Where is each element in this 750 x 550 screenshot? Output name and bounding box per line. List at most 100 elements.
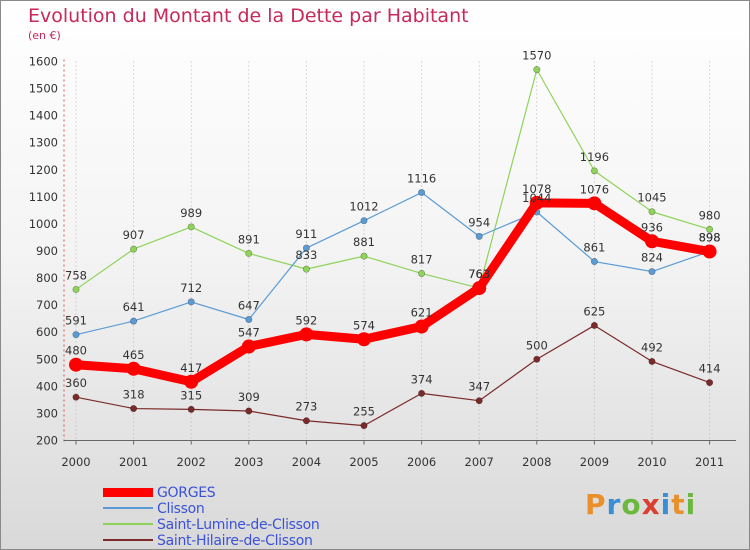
series-3-point (245, 249, 253, 257)
series-3-point (418, 269, 426, 277)
y-tick-label: 700 (36, 298, 58, 312)
series-4-data-label: 625 (583, 304, 605, 318)
legend-swatch (103, 539, 153, 541)
series-4-point (418, 389, 426, 397)
series-line-1 (71, 198, 715, 387)
y-tick-label: 200 (36, 434, 58, 448)
series-4-data-label: 360 (65, 376, 87, 390)
series-4-data-label: 500 (526, 338, 548, 352)
series-1-data-label: 574 (353, 318, 375, 332)
series-2-data-label: 641 (123, 300, 145, 314)
series-2-data-label: 954 (468, 215, 490, 229)
x-tick-label: 2000 (61, 455, 90, 469)
y-tick-label: 600 (36, 325, 58, 339)
y-tick-label: 1300 (29, 136, 58, 150)
series-2-point (418, 189, 426, 197)
series-3-data-label: 833 (295, 248, 317, 262)
x-tick-label: 2003 (234, 455, 263, 469)
series-4-data-label: 414 (699, 362, 721, 376)
series-4-point (360, 422, 368, 430)
series-1-point (529, 195, 544, 210)
series-3-point (533, 66, 541, 74)
legend-label: GORGES (157, 485, 216, 501)
y-tick-label: 400 (36, 379, 58, 393)
x-tick-label: 2005 (349, 455, 378, 469)
series-4-data-label: 347 (468, 380, 490, 394)
legend-label: Clisson (157, 501, 205, 517)
x-tick-label: 2004 (292, 455, 321, 469)
series-2-data-label: 1012 (349, 200, 378, 214)
series-1-point (299, 327, 314, 342)
series-3-data-label: 907 (123, 228, 145, 242)
legend-swatch (103, 507, 153, 509)
y-tick-label: 1100 (29, 190, 58, 204)
series-2-point (648, 268, 656, 276)
series-line-2 (75, 191, 711, 336)
series-3-data-label: 763 (468, 267, 490, 281)
series-1-point (184, 374, 199, 389)
series-2-point (187, 298, 195, 306)
series-1-point (241, 339, 256, 354)
series-2-data-label: 911 (295, 227, 317, 241)
series-2-point (475, 232, 483, 240)
series-3-data-label: 817 (411, 252, 433, 266)
series-1-data-label: 417 (180, 361, 202, 375)
series-3-point (590, 167, 598, 175)
chart-subtitle: (en €) (28, 29, 61, 42)
x-tick-label: 2009 (580, 455, 609, 469)
series-4-data-label: 492 (641, 340, 663, 354)
y-tick-label: 1200 (29, 163, 58, 177)
series-1-point (472, 281, 487, 296)
series-3-point (187, 223, 195, 231)
series-line-3 (75, 69, 711, 291)
series-4-point (648, 357, 656, 365)
legend-swatch (103, 487, 153, 497)
series-2-point (130, 317, 138, 325)
y-tick-label: 1000 (29, 217, 58, 231)
series-2-data-label: 1116 (407, 172, 436, 186)
series-2-data-label: 591 (65, 314, 87, 328)
series-3-data-label: 980 (699, 208, 721, 222)
series-1-data-label: 898 (699, 231, 721, 245)
series-2-data-label: 647 (238, 298, 260, 312)
series-1-data-label: 763 (468, 267, 490, 281)
legend-label: Saint-Hilaire-de-Clisson (157, 533, 313, 549)
series-2-point (302, 244, 310, 252)
y-tick-label: 500 (36, 352, 58, 366)
series-1-data-label: 621 (411, 306, 433, 320)
series-3-point (130, 245, 138, 253)
series-3-data-label: 881 (353, 235, 375, 249)
series-3-point (302, 265, 310, 273)
y-tick-label: 300 (36, 406, 58, 420)
x-tick-label: 2006 (407, 455, 436, 469)
x-tick-label: 2002 (177, 455, 206, 469)
series-3-point (648, 208, 656, 216)
series-3-data-label: 891 (238, 232, 260, 246)
series-3-point (706, 225, 714, 233)
series-4-point (187, 405, 195, 413)
series-2-data-label: 712 (180, 281, 202, 295)
series-3-data-label: 989 (180, 206, 202, 220)
series-1-point (357, 332, 371, 347)
series-4-point (706, 379, 714, 387)
series-1-data-label: 547 (238, 326, 260, 340)
y-tick-label: 1400 (29, 109, 58, 123)
series-1-point (702, 244, 717, 259)
series-4-point (533, 355, 541, 363)
series-4-point (72, 393, 80, 401)
x-tick-label: 2011 (695, 455, 724, 469)
x-tick-label: 2010 (637, 455, 666, 469)
series-4-data-label: 374 (411, 372, 433, 386)
proxiti-logo: Proxiti (585, 488, 697, 521)
series-2-data-label: 824 (641, 251, 663, 265)
series-line-4 (75, 324, 711, 427)
series-4-point (130, 405, 138, 413)
series-3-data-label: 758 (65, 268, 87, 282)
series-1-data-label: 1076 (580, 182, 609, 196)
series-4-point (245, 407, 253, 415)
series-3-point (360, 252, 368, 260)
y-tick-label: 800 (36, 271, 58, 285)
series-2-point (72, 331, 80, 339)
